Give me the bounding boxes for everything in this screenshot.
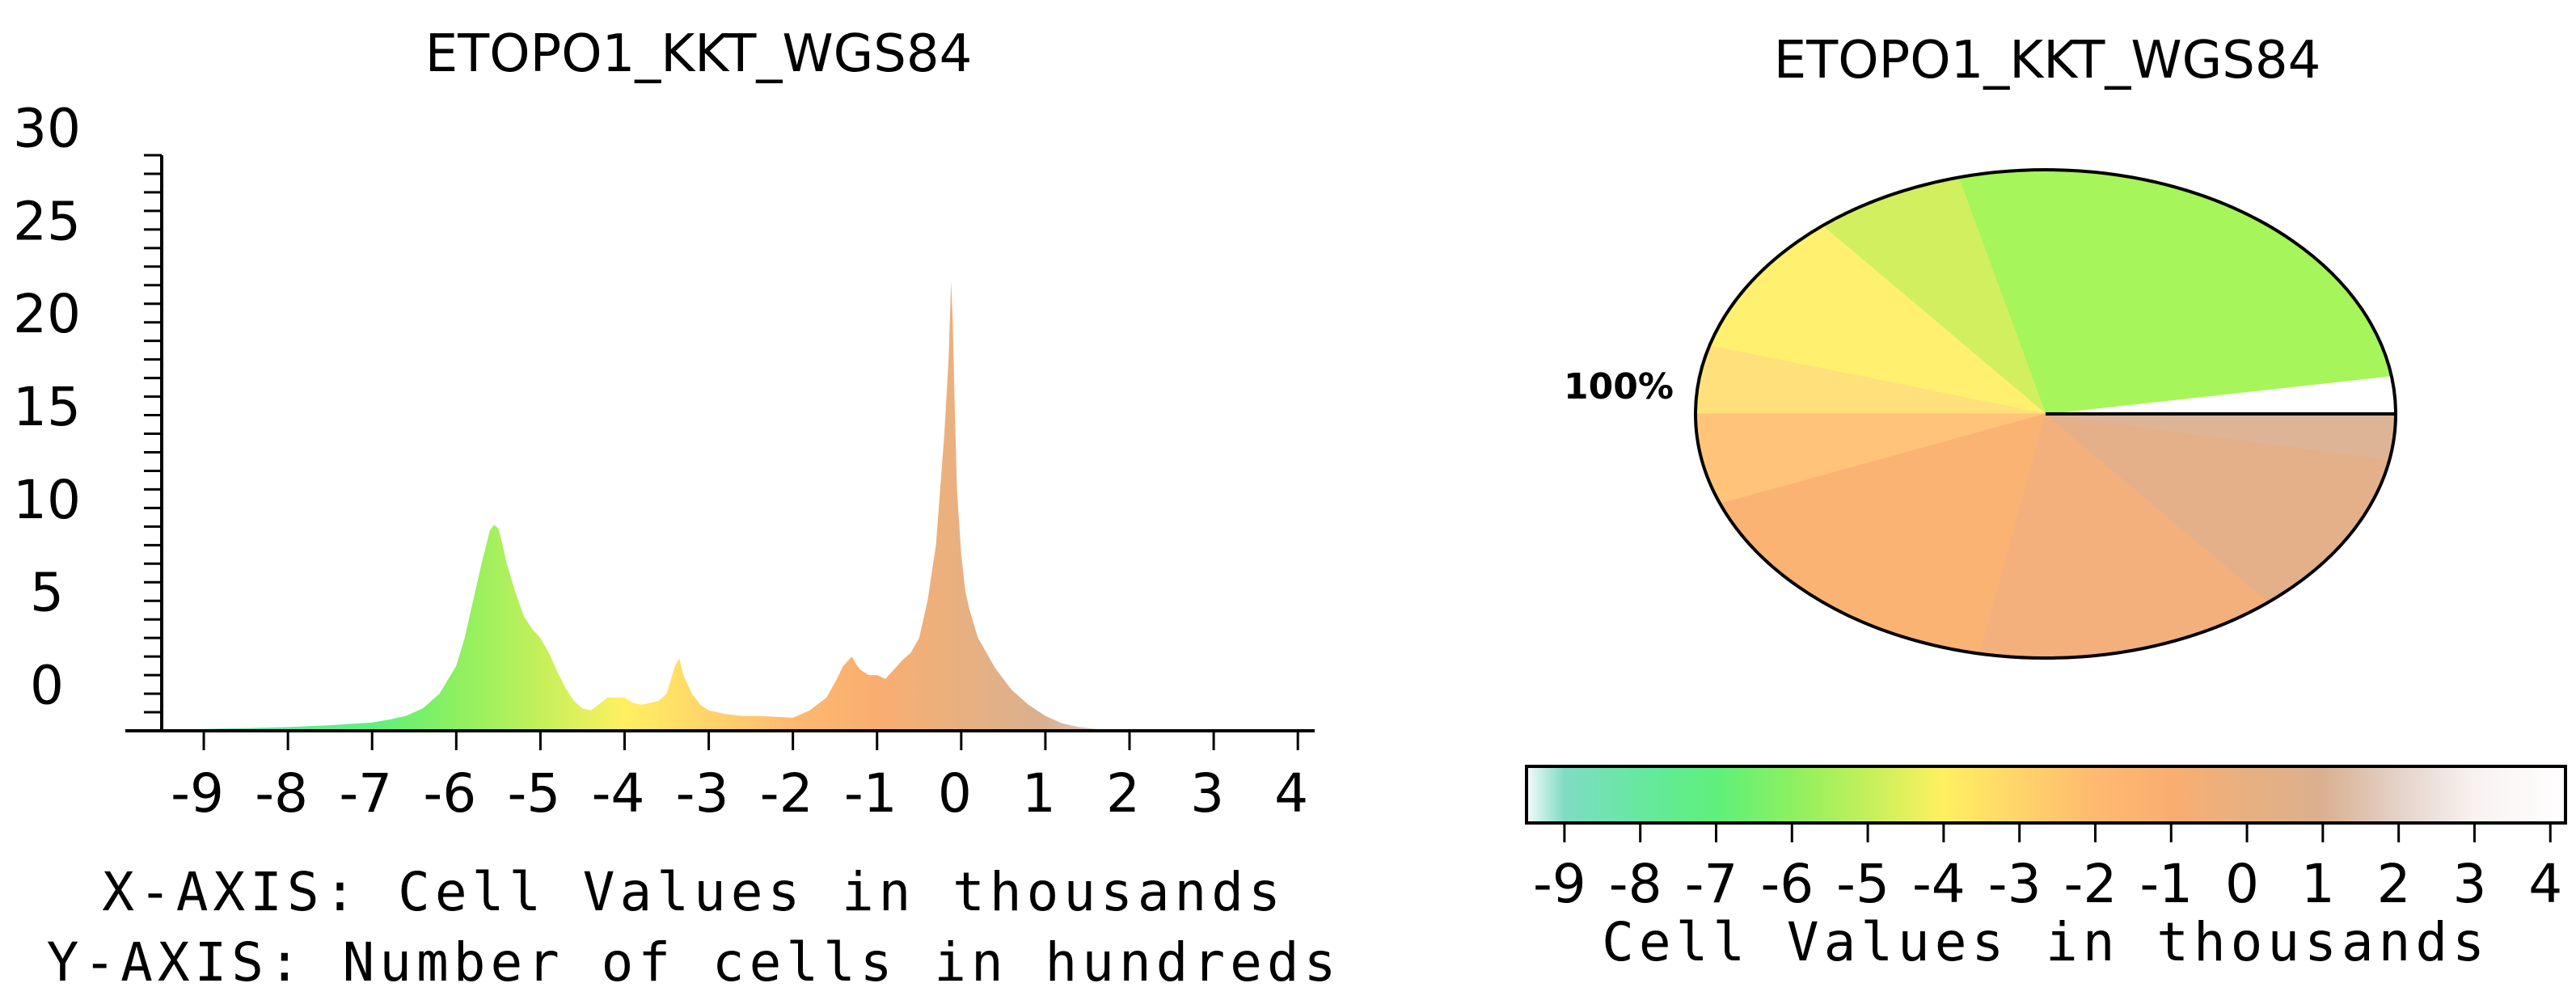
x-tick-label: -8 xyxy=(255,762,308,825)
colorbar-tick-label: -1 xyxy=(2139,853,2193,915)
y-tick-label: 25 xyxy=(13,190,81,252)
x-tick-label: -9 xyxy=(171,762,224,825)
y-tick-label: 10 xyxy=(13,469,81,531)
histogram-x-axis: -9 -8 -7 -6 -5 -4 -3 -2 -1 0 1 2 3 4 xyxy=(171,731,1308,825)
histogram-x-axis-caption: X-AXIS: Cell Values in thousands xyxy=(102,861,1286,923)
histogram-y-axis-caption: Y-AXIS: Number of cells in hundreds xyxy=(47,931,1341,994)
x-tick-label: -1 xyxy=(844,762,897,825)
colorbar-tick-label: -9 xyxy=(1533,853,1586,915)
y-tick-label: 5 xyxy=(30,562,64,624)
y-tick-label: 30 xyxy=(13,98,81,160)
pie-slices xyxy=(1695,169,2397,659)
x-tick-label: 3 xyxy=(1190,762,1224,825)
histogram-area xyxy=(162,281,1315,731)
x-tick-label: -2 xyxy=(760,762,813,825)
x-tick-label: -5 xyxy=(507,762,560,825)
pie-percent-label: 100% xyxy=(1564,366,1674,407)
x-tick-label: -7 xyxy=(339,762,392,825)
histogram-y-axis: 0 5 10 15 20 25 30 xyxy=(13,98,162,732)
colorbar-tick-label: 1 xyxy=(2301,853,2335,915)
colorbar-tick-label: -3 xyxy=(1988,853,2042,915)
pie-title: ETOPO1_KKT_WGS84 xyxy=(1774,31,2321,91)
colorbar xyxy=(1525,765,2567,825)
x-tick-label: -3 xyxy=(676,762,729,825)
colorbar-ticks: -9 -8 -7 -6 -5 -4 -3 -2 -1 0 1 2 3 4 xyxy=(1533,823,2562,915)
colorbar-caption: Cell Values in thousands xyxy=(1602,911,2489,973)
colorbar-tick-label: 3 xyxy=(2452,853,2486,915)
colorbar-tick-label: -5 xyxy=(1836,853,1890,915)
y-tick-label: 15 xyxy=(13,376,81,438)
x-tick-label: 4 xyxy=(1274,762,1308,825)
x-tick-label: 2 xyxy=(1106,762,1140,825)
histogram-title: ETOPO1_KKT_WGS84 xyxy=(425,24,973,84)
colorbar-tick-label: 2 xyxy=(2377,853,2411,915)
colorbar-tick-label: -7 xyxy=(1685,853,1738,915)
y-tick-label: 0 xyxy=(30,655,64,717)
colorbar-tick-label: -8 xyxy=(1609,853,1662,915)
colorbar-tick-label: -6 xyxy=(1760,853,1814,915)
y-tick-label: 20 xyxy=(13,283,81,345)
x-tick-label: 1 xyxy=(1022,762,1056,825)
colorbar-tick-label: 4 xyxy=(2528,853,2562,915)
x-tick-label: 0 xyxy=(938,762,972,825)
colorbar-tick-label: -2 xyxy=(2064,853,2118,915)
x-tick-label: -6 xyxy=(423,762,476,825)
x-tick-label: -4 xyxy=(592,762,645,825)
colorbar-tick-label: -4 xyxy=(1912,853,1966,915)
colorbar-tick-label: 0 xyxy=(2225,853,2259,915)
